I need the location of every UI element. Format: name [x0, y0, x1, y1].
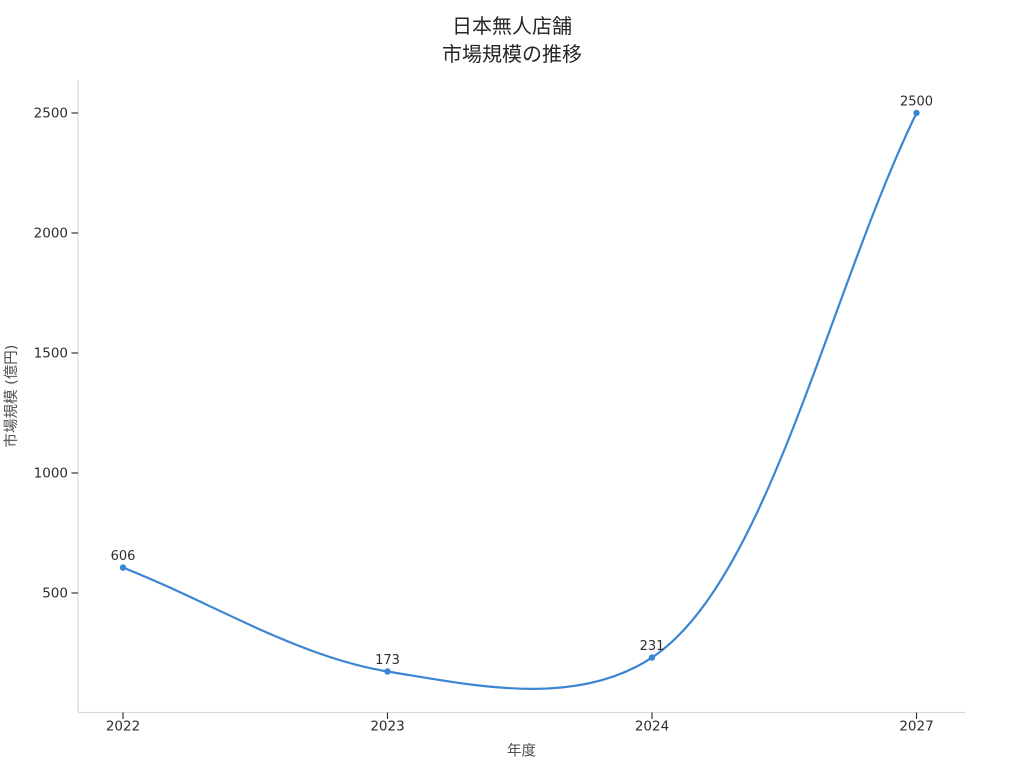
y-tick-label: 500 — [42, 586, 68, 602]
x-tick-label: 2024 — [635, 719, 669, 735]
chart-title-line1: 日本無人店舗 — [452, 14, 572, 38]
data-point-label-2023: 173 — [375, 653, 400, 668]
y-tick-label: 1500 — [34, 346, 68, 362]
data-point-label-2024: 231 — [640, 639, 665, 654]
data-point-marker-2027 — [913, 109, 920, 117]
y-tick-label: 2500 — [34, 106, 68, 122]
line-series: 606 173 231 2500 — [111, 95, 933, 690]
data-point-marker-2023 — [384, 668, 391, 675]
x-axis-label: 年度 — [507, 743, 536, 760]
data-point-label-2027: 2500 — [900, 95, 933, 110]
y-tick-label: 2000 — [34, 226, 68, 242]
axes: 500 1000 1500 2000 2500 2022 2023 2024 2027 — [34, 80, 965, 735]
y-tick-label: 1000 — [34, 466, 68, 482]
data-point-marker-2022 — [119, 564, 127, 571]
x-tick-label: 2023 — [370, 719, 404, 735]
y-axis-label: 市場規模 (億円) — [3, 345, 20, 448]
data-point-label-2022: 606 — [111, 549, 136, 564]
x-tick-label: 2022 — [106, 719, 140, 735]
chart-title: 日本無人店舗 市場規模の推移 — [0, 12, 1024, 68]
data-point-marker-2024 — [648, 654, 656, 661]
chart-title-line2: 市場規模の推移 — [442, 42, 582, 66]
x-tick-label: 2027 — [899, 719, 933, 735]
line-series-path — [121, 111, 918, 690]
